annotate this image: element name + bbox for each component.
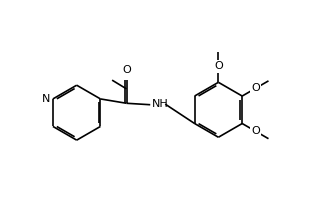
Text: O: O bbox=[122, 65, 131, 75]
Text: O: O bbox=[252, 126, 260, 136]
Text: O: O bbox=[214, 61, 223, 71]
Text: N: N bbox=[42, 94, 51, 104]
Text: NH: NH bbox=[152, 99, 169, 109]
Text: O: O bbox=[252, 83, 260, 93]
